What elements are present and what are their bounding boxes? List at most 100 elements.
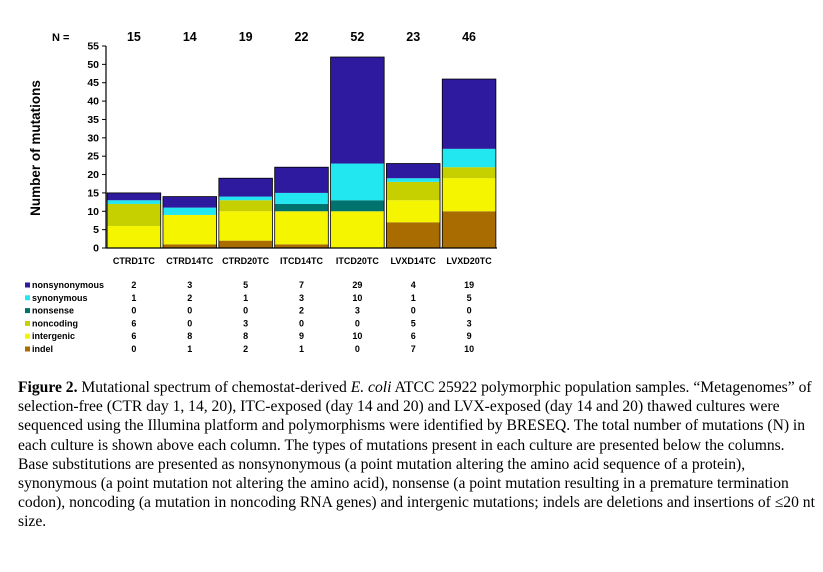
table-value: 0 — [299, 318, 304, 328]
table-value: 3 — [243, 318, 248, 328]
table-value: 0 — [187, 306, 192, 316]
bar-segment-synonymous — [442, 148, 496, 168]
table-value: 0 — [187, 318, 192, 328]
category-label: LVXD20TC — [446, 256, 492, 266]
legend-label-nonsense: nonsense — [32, 306, 74, 316]
bar-segment-nonsynonymous — [162, 196, 217, 208]
table-value: 1 — [243, 293, 248, 303]
bar-segment-nonsynonymous — [218, 178, 273, 197]
bar-segment-indel — [162, 244, 217, 248]
category-label: ITCD20TC — [336, 256, 380, 266]
bar-segment-noncoding — [107, 203, 161, 226]
legend-swatch-nonsense — [25, 308, 30, 314]
n-total-label: 52 — [350, 30, 364, 44]
bar-segment-nonsynonymous — [386, 163, 441, 179]
table-value: 8 — [187, 331, 192, 341]
bar-segment-synonymous — [330, 163, 385, 201]
table-value: 5 — [411, 318, 416, 328]
table-value: 4 — [411, 280, 416, 290]
bar-segment-nonsense — [330, 200, 385, 212]
bar-segment-synonymous — [218, 196, 273, 201]
table-value: 9 — [467, 331, 472, 341]
table-value: 29 — [352, 280, 362, 290]
legend-swatch-synonymous — [25, 295, 30, 301]
table-value: 3 — [299, 293, 304, 303]
y-tick-label: 0 — [93, 243, 99, 255]
legend-label-noncoding: noncoding — [32, 318, 78, 328]
table-value: 0 — [355, 318, 360, 328]
y-tick-label: 40 — [87, 96, 99, 108]
table-value: 6 — [411, 331, 416, 341]
caption-italic: E. coli — [350, 379, 392, 396]
y-tick-label: 45 — [87, 77, 99, 89]
n-total-label: 14 — [183, 30, 197, 44]
bar-segment-nonsynonymous — [330, 57, 385, 164]
table-value: 0 — [355, 344, 360, 354]
category-label: LVXD14TC — [391, 256, 437, 266]
table-value: 3 — [355, 306, 360, 316]
bar-segment-synonymous — [107, 200, 161, 204]
table-value: 1 — [299, 344, 304, 354]
legend-swatch-indel — [25, 346, 30, 352]
bar-segment-nonsynonymous — [107, 192, 161, 201]
category-label: CTRD14TC — [166, 256, 214, 266]
table-value: 0 — [411, 306, 416, 316]
y-tick-label: 30 — [87, 132, 99, 144]
legend-swatch-nonsynonymous — [25, 282, 30, 288]
bar-segment-noncoding — [442, 167, 496, 179]
figure-caption: Figure 2. Mutational spectrum of chemost… — [18, 378, 818, 532]
category-label: CTRD1TC — [113, 256, 155, 266]
table-value: 2 — [243, 344, 248, 354]
table-value: 7 — [299, 280, 304, 290]
y-tick-label: 50 — [87, 59, 99, 71]
table-value: 3 — [467, 318, 472, 328]
table-value: 2 — [131, 280, 136, 290]
table-value: 0 — [131, 344, 136, 354]
bar-segment-intergenic — [442, 178, 496, 212]
bar-segment-nonsense — [274, 203, 329, 212]
table-value: 7 — [411, 344, 416, 354]
legend-label-synonymous: synonymous — [32, 293, 88, 303]
bar-segment-indel — [442, 211, 496, 248]
n-equals-label: N = — [52, 32, 69, 44]
bar-segment-noncoding — [218, 200, 273, 212]
table-value: 10 — [464, 344, 474, 354]
table-value: 10 — [352, 331, 362, 341]
table-value: 0 — [243, 306, 248, 316]
table-value: 6 — [131, 318, 136, 328]
bar-segment-synonymous — [386, 178, 441, 182]
table-value: 5 — [467, 293, 472, 303]
y-tick-label: 5 — [93, 224, 99, 236]
bar-segment-indel — [274, 244, 329, 248]
n-total-label: 19 — [239, 30, 253, 44]
table-value: 0 — [131, 306, 136, 316]
caption-text-b: ATCC 25922 polymorphic population sample… — [18, 379, 815, 531]
table-value: 3 — [187, 280, 192, 290]
legend-label-nonsynonymous: nonsynonymous — [32, 280, 104, 290]
caption-text-a: Mutational spectrum of chemostat-derived — [77, 379, 351, 396]
y-tick-label: 25 — [87, 151, 99, 163]
table-value: 1 — [131, 293, 136, 303]
category-label: CTRD20TC — [222, 256, 270, 266]
y-tick-label: 20 — [87, 169, 99, 181]
figure-label: Figure 2. — [18, 379, 78, 396]
legend-label-indel: indel — [32, 344, 53, 354]
bar-segment-intergenic — [386, 200, 441, 223]
legend-swatch-noncoding — [25, 320, 30, 326]
bar-segment-nonsynonymous — [274, 167, 329, 193]
y-tick-label: 55 — [87, 41, 99, 53]
y-tick-label: 10 — [87, 206, 99, 218]
n-total-label: 46 — [462, 30, 476, 44]
y-axis-label: Number of mutations — [28, 80, 43, 216]
table-value: 0 — [467, 306, 472, 316]
bar-segment-intergenic — [330, 211, 385, 248]
table-value: 19 — [464, 280, 474, 290]
n-total-label: 15 — [127, 30, 141, 44]
table-value: 6 — [131, 331, 136, 341]
table-value: 5 — [243, 280, 248, 290]
bar-segment-nonsynonymous — [442, 79, 496, 149]
bar-segment-indel — [386, 222, 441, 248]
category-label: ITCD14TC — [280, 256, 324, 266]
table-value: 2 — [187, 293, 192, 303]
legend-label-intergenic: intergenic — [32, 331, 75, 341]
